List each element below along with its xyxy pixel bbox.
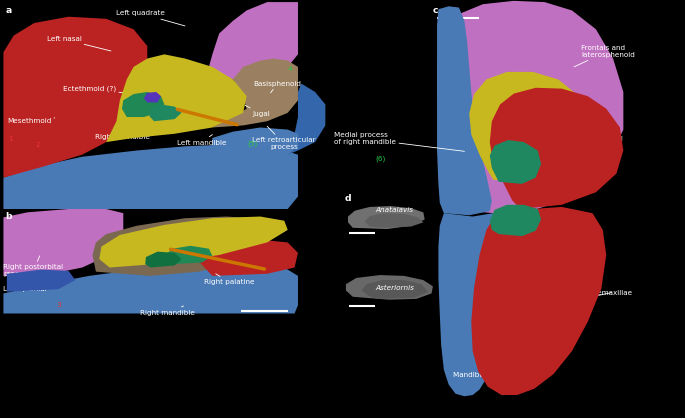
Polygon shape [149,104,182,121]
Text: Right mandible: Right mandible [140,306,195,316]
Text: 2: 2 [36,143,40,148]
Text: Right mandible: Right mandible [95,130,156,140]
Polygon shape [471,207,606,395]
Text: 3: 3 [56,302,61,308]
Text: d: d [345,194,351,204]
Polygon shape [212,59,298,127]
Polygon shape [490,88,623,209]
Polygon shape [490,205,541,236]
Text: Basisphenoid: Basisphenoid [253,81,301,93]
Text: Left mandible: Left mandible [177,135,226,145]
Polygon shape [3,261,298,314]
Polygon shape [164,246,212,264]
Polygon shape [364,213,423,228]
Text: 7: 7 [582,186,587,192]
Text: Ectethmoid (?): Ectethmoid (?) [63,85,134,94]
Polygon shape [212,127,298,155]
Polygon shape [437,6,492,215]
Polygon shape [437,1,623,213]
Text: Anatalavis: Anatalavis [375,207,413,213]
Text: Left splenial: Left splenial [3,285,47,292]
Polygon shape [490,140,541,184]
Polygon shape [145,252,182,268]
Text: Mesethmoid: Mesethmoid [7,118,55,124]
Polygon shape [346,275,433,300]
Text: Right maxilla: Right maxilla [177,226,224,235]
Text: b: b [5,212,12,222]
Polygon shape [122,92,164,117]
Polygon shape [362,280,428,299]
Text: Asteriornis: Asteriornis [375,285,414,291]
Text: Right palatine: Right palatine [204,274,255,285]
Polygon shape [144,92,161,102]
Polygon shape [106,54,247,142]
Text: Mandibular symphysis: Mandibular symphysis [453,367,534,378]
Text: Left nasal: Left nasal [581,136,623,145]
Text: Medial process
of right mandible: Medial process of right mandible [334,133,464,151]
Polygon shape [438,213,508,396]
Text: Left quadrate: Left quadrate [116,10,185,26]
Text: Premaxillae: Premaxillae [588,290,632,298]
Polygon shape [348,206,425,229]
Polygon shape [3,144,298,209]
Polygon shape [288,84,325,155]
Text: c: c [433,6,438,15]
Text: Left nasal: Left nasal [47,36,111,51]
Text: Frontals and
laterosphenoid: Frontals and laterosphenoid [574,45,635,67]
Text: 1: 1 [8,136,13,142]
Text: (6): (6) [375,155,386,162]
Text: a: a [5,6,12,15]
Text: (5): (5) [247,141,257,148]
Text: Jugal: Jugal [245,105,270,117]
Polygon shape [99,217,288,268]
Polygon shape [209,2,298,79]
Polygon shape [7,270,75,292]
Polygon shape [92,217,267,276]
Polygon shape [3,209,123,276]
Text: Left retroarticular
process: Left retroarticular process [252,126,316,150]
Text: 4: 4 [288,66,292,72]
Text: Right postorbital
process: Right postorbital process [3,256,64,277]
Polygon shape [3,17,147,178]
Polygon shape [469,72,593,182]
Polygon shape [199,240,298,276]
